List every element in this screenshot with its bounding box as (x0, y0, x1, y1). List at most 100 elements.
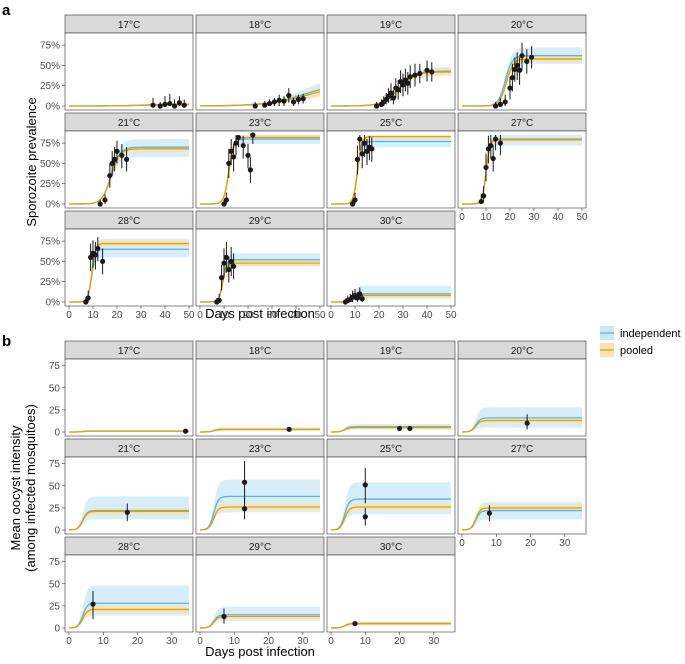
facet-title: 27°C (511, 444, 533, 455)
y-tick-label: 75 (49, 557, 61, 568)
pooled-band (69, 605, 189, 628)
data-point (364, 148, 370, 154)
data-point (162, 101, 168, 107)
x-tick-label: 50 (183, 310, 195, 321)
x-tick-label: 0 (197, 636, 203, 647)
facet-28C: 28°C 0 25 50 75 0 10 20 30 (49, 536, 194, 647)
data-point (362, 514, 368, 520)
data-point (300, 96, 306, 102)
pooled-line (330, 622, 451, 629)
x-tick-label: 30 (297, 636, 309, 647)
data-point (228, 148, 234, 154)
data-point (252, 103, 258, 109)
pooled-line (330, 426, 451, 433)
data-point (124, 156, 130, 162)
facet-plot-area (64, 32, 194, 111)
data-point (407, 74, 413, 80)
facet-plot-area (195, 358, 325, 437)
data-point (396, 425, 403, 432)
data-point (167, 100, 173, 107)
x-tick-label: 10 (98, 636, 110, 647)
y-tick-label: 25% (40, 277, 60, 288)
data-point (223, 197, 229, 203)
data-point (114, 148, 120, 154)
y-tick-label: 25% (40, 81, 60, 92)
x-tick-label: 20 (525, 538, 537, 549)
y-tick-label: 75% (40, 139, 60, 150)
data-point (276, 97, 282, 103)
x-tick-label: 10 (480, 212, 492, 223)
y-tick-label: 25 (49, 601, 61, 612)
data-point (493, 103, 499, 109)
data-point (181, 102, 187, 108)
y-tick-label: 75% (40, 41, 60, 52)
data-point (352, 620, 358, 627)
independent-line (68, 602, 189, 629)
facet-title: 21°C (118, 118, 140, 129)
data-point (524, 420, 530, 426)
y-tick-label: 50 (49, 481, 61, 492)
independent-line (330, 426, 451, 433)
data-point (90, 601, 96, 607)
legend-label: independent (620, 328, 681, 340)
data-point (157, 103, 163, 109)
facet-plot-area (326, 554, 456, 633)
independent-line (461, 417, 582, 433)
legend: independent pooled (600, 326, 681, 357)
y-tick-label: 0 (54, 428, 60, 439)
data-point (497, 101, 503, 107)
facet-30C: 30°C 0 10 20 30 40 50 (326, 210, 457, 321)
x-tick-label: 0 (328, 636, 334, 647)
data-point (429, 69, 435, 75)
x-tick-label: 0 (66, 636, 72, 647)
x-tick-label: 10 (349, 310, 361, 321)
pooled-line (330, 135, 451, 205)
facet-20C: 20°C (457, 340, 587, 437)
y-tick-label: 25 (49, 405, 61, 416)
data-point (493, 136, 499, 142)
data-point (400, 82, 406, 88)
y-axis-title: (among infected mosquitoes) (23, 404, 38, 572)
data-point (483, 164, 489, 171)
data-point (369, 146, 375, 152)
x-tick-label: 40 (552, 212, 564, 223)
panel-label: a (2, 2, 11, 19)
data-point (424, 67, 430, 73)
x-tick-label: 0 (197, 310, 203, 321)
data-point (107, 172, 113, 179)
x-axis-title: Days post infection (205, 644, 315, 659)
facet-23C: 23°C (195, 112, 325, 209)
data-point (250, 132, 256, 138)
independent-band (69, 139, 189, 204)
x-tick-label: 30 (559, 538, 571, 549)
y-tick-label: 25% (40, 179, 60, 190)
x-tick-label: 20 (394, 636, 406, 647)
facet-plot-area (64, 358, 194, 437)
independent-band (200, 135, 320, 204)
data-point (235, 134, 241, 141)
data-point (362, 140, 368, 146)
x-tick-label: 30 (266, 310, 278, 321)
independent-line (461, 509, 582, 531)
x-tick-label: 0 (328, 310, 334, 321)
data-point (517, 67, 523, 73)
pooled-line (68, 430, 189, 433)
facet-21C: 21°C 0 25 50 75 (49, 438, 194, 537)
data-point (357, 136, 363, 142)
data-point (524, 58, 530, 64)
data-point (286, 426, 292, 432)
independent-band (69, 238, 189, 302)
data-point (109, 160, 115, 167)
facet-17C: 17°C 0 25 50 75 (49, 340, 194, 439)
data-point (354, 156, 360, 162)
facet-title: 28°C (118, 216, 140, 227)
facet-title: 25°C (380, 118, 402, 129)
facet-20C: 20°C (457, 14, 587, 111)
pooled-band (200, 86, 320, 106)
data-point (529, 54, 535, 60)
facet-title: 25°C (380, 444, 402, 455)
data-point (182, 428, 189, 434)
pooled-band (200, 259, 320, 302)
data-point (241, 506, 248, 512)
